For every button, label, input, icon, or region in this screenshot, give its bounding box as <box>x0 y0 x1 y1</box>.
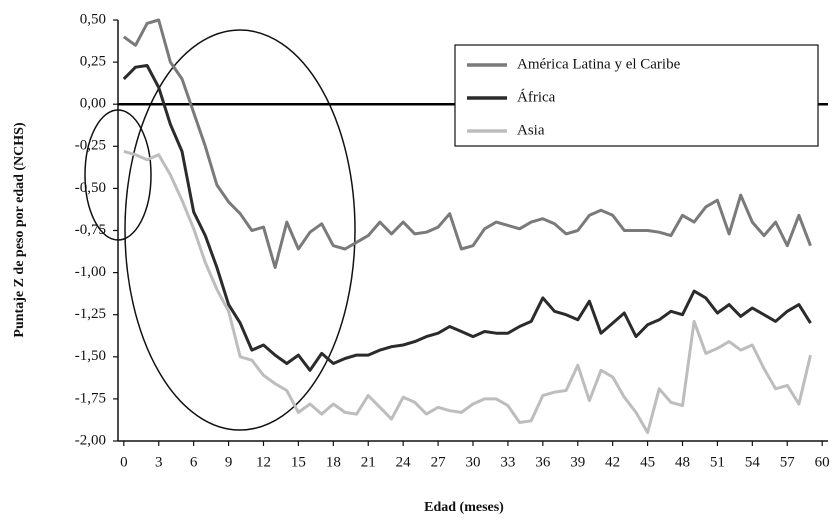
y-tick-label: -0,75 <box>75 222 106 238</box>
x-tick-label: 18 <box>326 454 341 470</box>
y-tick-label: -1,00 <box>75 264 106 280</box>
y-tick-label: 0,25 <box>80 54 106 70</box>
y-axis-label: Puntaje Z de peso por edad (NCHS) <box>12 122 27 338</box>
y-tick-label: 0,50 <box>80 11 106 27</box>
x-tick-label: 42 <box>605 454 620 470</box>
highlight-ellipse <box>124 29 356 431</box>
y-tick-label: 0,00 <box>80 96 106 112</box>
legend-label: África <box>517 88 556 105</box>
x-tick-label: 51 <box>710 454 725 470</box>
x-tick-label: 12 <box>256 454 271 470</box>
y-tick-label: -0,50 <box>75 180 106 196</box>
y-tick-label: -1,50 <box>75 348 106 364</box>
x-tick-label: 36 <box>535 454 551 470</box>
y-tick-label: -1,25 <box>75 306 106 322</box>
x-tick-label: 60 <box>815 454 830 470</box>
x-tick-label: 33 <box>500 454 515 470</box>
series-line <box>122 64 812 372</box>
x-tick-label: 9 <box>225 454 233 470</box>
x-tick-label: 54 <box>745 454 761 470</box>
x-tick-label: 15 <box>291 454 306 470</box>
x-tick-label: 30 <box>466 454 481 470</box>
legend-box <box>454 44 819 147</box>
y-tick-label: -2,00 <box>75 432 106 448</box>
x-axis-label: Edad (meses) <box>424 500 504 515</box>
x-tick-label: 6 <box>190 454 198 470</box>
y-tick-label: -0,25 <box>75 138 106 154</box>
x-tick-label: 24 <box>396 454 412 470</box>
legend-label: Asia <box>517 122 545 138</box>
x-tick-label: 39 <box>570 454 585 470</box>
x-tick-label: 3 <box>155 454 163 470</box>
x-tick-label: 27 <box>431 454 447 470</box>
x-tick-label: 48 <box>675 454 690 470</box>
x-tick-label: 0 <box>120 454 128 470</box>
series-line <box>122 18 812 269</box>
x-tick-label: 45 <box>640 454 655 470</box>
series-line <box>123 149 812 435</box>
x-tick-label: 57 <box>780 454 796 470</box>
y-tick-label: -1,75 <box>75 390 106 406</box>
x-tick-label: 21 <box>361 454 376 470</box>
legend-label: América Latina y el Caribe <box>517 56 681 72</box>
